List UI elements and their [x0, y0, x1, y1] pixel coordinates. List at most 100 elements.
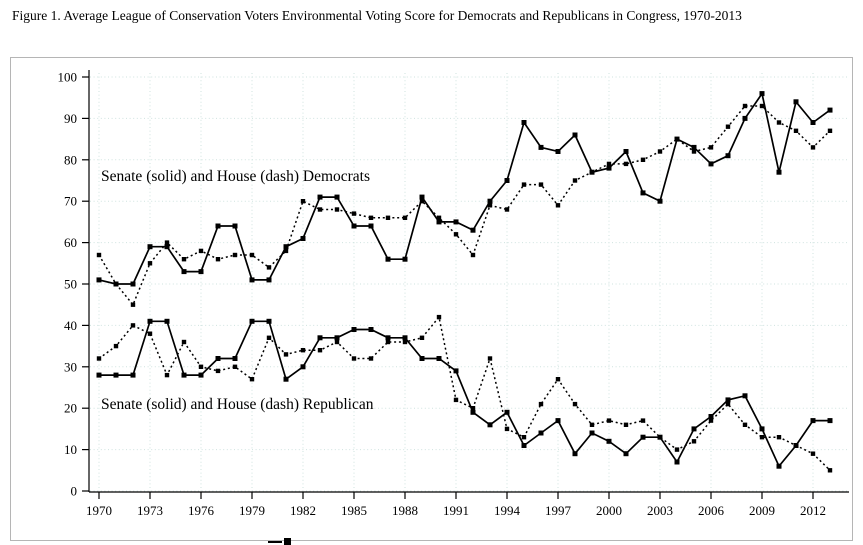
y-tick-label: 10	[64, 442, 77, 457]
data-point	[606, 161, 612, 167]
senate-republicans-line	[99, 320, 830, 468]
y-tick-label: 40	[64, 318, 77, 333]
data-point	[130, 323, 136, 328]
data-point	[385, 339, 391, 345]
data-point	[640, 190, 646, 196]
data-point	[640, 434, 646, 440]
y-tick-label: 30	[64, 359, 77, 374]
data-point	[181, 269, 187, 275]
data-point	[113, 281, 119, 287]
senate-democrats-markers	[96, 91, 833, 287]
data-point	[317, 348, 323, 353]
data-point	[589, 422, 595, 427]
data-point	[623, 422, 629, 427]
data-point	[674, 459, 680, 465]
x-tick-label: 2006	[698, 503, 725, 518]
data-point	[215, 356, 221, 361]
data-point	[759, 91, 765, 97]
data-point	[130, 302, 136, 307]
data-point	[96, 372, 102, 378]
data-point	[623, 161, 629, 167]
data-point	[232, 252, 238, 258]
house-republicans-line	[98, 315, 831, 471]
chart-axes: 0 10 20 30 40 50 60 70 80 90 100 1970 1973 1976 1979 19…	[58, 70, 849, 518]
data-point	[164, 372, 170, 378]
data-point	[198, 364, 204, 369]
data-point	[572, 132, 578, 138]
democrats-series-label: Senate (solid) and House (dash) Democrat…	[101, 168, 370, 185]
data-point	[249, 277, 255, 283]
data-point	[657, 198, 663, 204]
data-point	[215, 368, 221, 374]
data-point	[827, 107, 833, 113]
republicans-series-label: Senate (solid) and House (dash) Republic…	[101, 396, 374, 413]
x-tick-label: 1985	[341, 503, 367, 518]
data-point	[351, 223, 357, 229]
data-point	[725, 153, 731, 159]
data-point	[776, 463, 782, 469]
data-point	[759, 435, 765, 440]
data-point	[521, 120, 527, 125]
data-point	[317, 194, 323, 200]
y-tick-label: 70	[64, 194, 77, 209]
data-point	[402, 339, 408, 345]
data-point	[198, 372, 204, 378]
chart-frame: 0 10 20 30 40 50 60 70 80 90 100 1970 1973 1976 1979 19…	[10, 57, 853, 541]
data-point	[130, 281, 136, 287]
chart-grid	[90, 73, 849, 492]
data-point	[555, 203, 561, 208]
data-point	[487, 203, 493, 208]
data-point	[334, 194, 340, 200]
data-point	[708, 414, 714, 419]
house-republicans-markers	[96, 314, 833, 473]
data-point	[419, 194, 425, 200]
x-tick-label: 1979	[239, 503, 265, 518]
data-point	[521, 443, 527, 448]
data-point	[351, 327, 357, 332]
data-point	[215, 257, 221, 262]
data-point	[368, 356, 374, 361]
data-point	[708, 418, 714, 423]
data-point	[351, 211, 357, 216]
y-tick-label: 90	[64, 111, 77, 126]
x-tick-label: 1994	[494, 503, 521, 518]
data-point	[232, 364, 238, 369]
data-point	[402, 256, 408, 262]
data-point	[776, 120, 782, 125]
data-point	[300, 199, 306, 204]
data-point	[453, 232, 459, 237]
data-point	[572, 451, 578, 457]
data-point	[453, 219, 459, 225]
data-point	[470, 252, 476, 258]
data-point	[776, 435, 782, 440]
data-point	[827, 468, 833, 473]
data-point	[504, 409, 510, 415]
data-point	[657, 149, 663, 154]
data-point	[181, 339, 187, 345]
x-tick-label: 1982	[290, 503, 316, 518]
data-point	[436, 356, 442, 361]
senate-democrats-line	[98, 91, 831, 285]
figure-title: Figure 1. Average League of Conservation…	[12, 8, 742, 23]
data-point	[385, 256, 391, 262]
y-tick-label: 50	[64, 277, 77, 292]
data-point	[402, 335, 408, 341]
data-point	[810, 451, 816, 456]
x-tick-label: 2000	[596, 503, 622, 518]
data-point	[606, 418, 612, 423]
data-point	[266, 335, 272, 340]
data-point	[640, 157, 646, 162]
data-point	[606, 165, 612, 171]
data-point	[810, 418, 816, 424]
y-tick-label: 20	[64, 401, 77, 416]
data-point	[640, 418, 646, 423]
data-point	[521, 435, 527, 440]
data-point	[249, 377, 255, 382]
data-point	[810, 120, 816, 125]
house-democrats-line	[98, 105, 831, 307]
data-point	[419, 199, 425, 204]
data-point	[759, 103, 765, 109]
y-tick-label: 0	[71, 484, 78, 499]
data-point	[691, 426, 697, 432]
data-point	[504, 426, 510, 432]
